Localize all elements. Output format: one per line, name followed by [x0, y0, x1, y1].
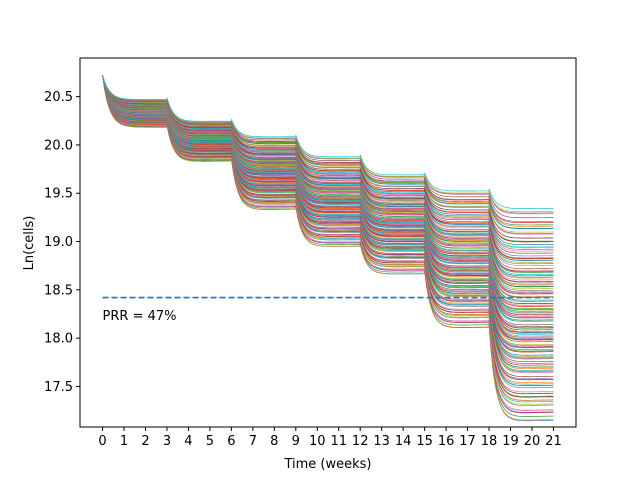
- x-tick-label: 18: [481, 434, 498, 449]
- x-tick-label: 2: [141, 434, 149, 449]
- trajectory-line: [102, 75, 554, 294]
- trajectory-line: [102, 75, 554, 306]
- trajectory-line: [102, 75, 554, 213]
- trajectory-line: [102, 75, 554, 301]
- trajectory-line: [102, 75, 554, 243]
- trajectory-line: [102, 75, 554, 246]
- x-tick-label: 6: [227, 434, 235, 449]
- trajectory-series-group: [102, 75, 554, 421]
- y-axis-title: Ln(cells): [22, 216, 37, 271]
- x-tick-label: 9: [292, 434, 300, 449]
- trajectory-line: [102, 75, 554, 319]
- trajectory-line: [102, 75, 554, 383]
- y-tick-label: 19.0: [44, 235, 73, 250]
- trajectory-line: [102, 75, 554, 398]
- y-tick-label: 19.5: [44, 187, 73, 202]
- y-tick-label: 18.0: [44, 332, 73, 347]
- x-tick-label: 13: [373, 434, 390, 449]
- trajectory-line: [102, 75, 554, 209]
- x-tick-label: 3: [163, 434, 171, 449]
- trajectory-line: [102, 75, 554, 346]
- trajectory-line: [102, 75, 554, 421]
- trajectory-line: [102, 75, 554, 278]
- trajectory-line: [102, 75, 554, 239]
- trajectory-line: [102, 75, 554, 229]
- trajectory-line: [102, 75, 554, 248]
- x-tick-label: 15: [416, 434, 433, 449]
- x-axis-ticks: 0 1 2 3 4 5 6 7 8 9 10 11 12 13 14 15 16 17 18 19 20 21: [98, 427, 562, 449]
- trajectory-line: [102, 75, 554, 287]
- y-tick-label: 18.5: [44, 283, 73, 298]
- prr-annotation: PRR = 47%: [103, 309, 177, 324]
- trajectory-line: [102, 75, 554, 272]
- trajectory-line: [102, 75, 554, 222]
- x-tick-label: 16: [438, 434, 455, 449]
- trajectory-line: [102, 75, 554, 257]
- trajectory-line: [102, 75, 554, 393]
- trajectory-line: [102, 75, 554, 298]
- trajectory-line: [102, 75, 554, 417]
- x-tick-label: 20: [524, 434, 541, 449]
- x-axis-title: Time (weeks): [283, 457, 371, 472]
- trajectory-line: [102, 75, 554, 259]
- x-tick-label: 8: [270, 434, 278, 449]
- trajectory-line: [102, 75, 554, 277]
- trajectory-line: [102, 75, 554, 377]
- x-tick-label: 11: [330, 434, 347, 449]
- trajectory-line: [102, 75, 554, 270]
- x-tick-label: 14: [395, 434, 412, 449]
- trajectory-line: [102, 75, 554, 326]
- plot-frame: [79, 57, 577, 428]
- y-tick-label: 17.5: [44, 380, 73, 395]
- x-tick-label: 19: [502, 434, 519, 449]
- y-tick-label: 20.5: [44, 90, 73, 105]
- x-tick-label: 1: [120, 434, 128, 449]
- x-tick-label: 4: [184, 434, 192, 449]
- x-tick-label: 0: [98, 434, 106, 449]
- y-axis-ticks: 17.5 18.0 18.5 19.0 19.5 20.0 20.5: [44, 90, 80, 395]
- x-tick-label: 21: [545, 434, 562, 449]
- x-tick-label: 12: [352, 434, 369, 449]
- trajectory-line: [102, 75, 554, 233]
- trajectory-line: [102, 75, 554, 411]
- y-tick-label: 20.0: [44, 138, 73, 153]
- trajectory-line: [102, 75, 554, 401]
- trajectory-line: [102, 75, 554, 386]
- x-tick-label: 10: [309, 434, 326, 449]
- x-tick-label: 7: [249, 434, 257, 449]
- x-tick-label: 5: [206, 434, 214, 449]
- trajectory-line: [102, 75, 554, 356]
- trajectory-line: [102, 75, 554, 219]
- x-tick-label: 17: [459, 434, 476, 449]
